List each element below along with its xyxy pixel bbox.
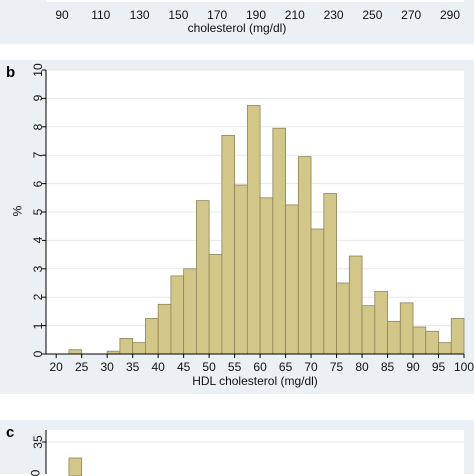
x-tick-label-b: 50	[202, 360, 216, 374]
panel-letter-b: b	[6, 64, 16, 81]
histogram-bar-b	[119, 337, 134, 355]
x-tick-label-b: 70	[304, 360, 318, 374]
histogram-bar-b	[285, 204, 299, 355]
x-tick-label-a: 270	[401, 8, 422, 22]
histogram-c	[42, 430, 464, 476]
x-tick-label-b: 60	[253, 360, 267, 374]
y-tick-label-b: 6	[31, 180, 45, 187]
plot-area-c	[42, 430, 464, 476]
x-tick-label-b: 45	[176, 360, 191, 374]
histogram-bar-b	[246, 105, 261, 355]
histogram-bar-b	[374, 291, 388, 355]
histogram-bar-b	[348, 255, 363, 355]
x-tick-label-a: 210	[284, 8, 305, 22]
plot-area-a	[46, 0, 464, 2]
histogram-bar-b	[425, 330, 439, 355]
y-tick-label-b: 7	[31, 151, 45, 159]
histogram-b	[42, 69, 465, 358]
x-tick-label-b: 65	[278, 360, 293, 374]
histogram-bar-b	[387, 320, 401, 355]
y-tick-label-b: 8	[31, 123, 45, 131]
histogram-bar-c	[68, 457, 83, 476]
panel-letter-c: c	[6, 424, 15, 441]
x-tick-label-a: 190	[245, 8, 267, 22]
y-tick-label-b: 1	[31, 322, 45, 329]
x-tick-label-a: 130	[129, 8, 150, 22]
x-tick-label-a: 110	[91, 8, 111, 22]
x-tick-label-a: 290	[439, 8, 461, 22]
histogram-bar-b	[336, 282, 350, 355]
histogram-bar-b	[259, 197, 274, 355]
histogram-bar-b	[170, 275, 185, 355]
y-tick-label-b: 3	[31, 265, 45, 273]
histogram-bar-b	[234, 184, 248, 355]
x-tick-label-b: 75	[329, 360, 344, 374]
y-tick-label-b: 9	[31, 95, 45, 102]
y-tick-label-b: 10	[31, 63, 45, 77]
x-tick-label-b: 30	[100, 360, 114, 374]
x-tick-label-a: 150	[168, 8, 189, 22]
histogram-bar-b	[157, 303, 172, 355]
panel-c: c 35 0	[0, 420, 474, 476]
y-tick-label-c-partial: 0	[28, 469, 43, 476]
histogram-bar-b	[208, 254, 223, 355]
histogram-bar-b	[450, 318, 465, 355]
plot-area-b	[42, 69, 465, 358]
histogram-bar-b	[438, 342, 452, 355]
histogram-bar-b	[195, 200, 210, 355]
x-axis-title-b: HDL cholesterol (mg/dl)	[192, 374, 318, 388]
x-tick-label-a: 230	[323, 8, 344, 22]
panel-a: 90 110 130 150 170 190 210 230 250 270 290 cholest…	[0, 0, 474, 44]
x-tick-label-b: 25	[74, 360, 89, 374]
x-tick-label-b: 40	[151, 360, 165, 374]
histogram-bar-b	[310, 228, 325, 355]
y-tick-label-b: 2	[31, 293, 45, 301]
x-tick-label-b: 85	[380, 360, 395, 374]
x-axis-title-a: cholesterol (mg/dl)	[187, 21, 287, 35]
x-tick-label-a: 170	[207, 8, 228, 22]
histogram-bar-b	[183, 268, 197, 355]
x-tick-label-b: 90	[406, 360, 420, 374]
histogram-bar-b	[297, 156, 312, 355]
x-tick-label-b: 95	[431, 360, 446, 374]
histogram-bar-b	[323, 193, 337, 355]
x-tick-label-a: 250	[362, 8, 383, 22]
histogram-bar-b	[68, 349, 83, 355]
x-tick-label-b: 20	[49, 360, 63, 374]
histogram-bar-b	[412, 326, 427, 355]
y-tick-label-c: 35	[31, 435, 45, 449]
x-tick-label-b: 35	[125, 360, 140, 374]
histogram-bar-b	[361, 305, 376, 355]
x-tick-label-b: 80	[355, 360, 369, 374]
histogram-bar-b	[132, 342, 146, 355]
histogram-bar-b	[145, 318, 159, 355]
y-tick-label-b: 4	[31, 237, 45, 244]
x-tick-label-b: 55	[227, 360, 242, 374]
x-tick-label-b: 100	[453, 360, 474, 374]
histogram-bar-b	[221, 134, 236, 355]
histogram-bar-b	[399, 302, 414, 355]
x-tick-label-a: 90	[55, 8, 69, 22]
y-tick-label-b: 5	[31, 208, 45, 216]
histogram-bar-b	[272, 127, 286, 355]
panel-b: b 0 1 2 3 4 5 6 7 8 9 10 20 25 30 35 40 45 50 55 60 65 70 75 8…	[0, 60, 474, 394]
y-axis-title-b: %	[10, 205, 25, 217]
